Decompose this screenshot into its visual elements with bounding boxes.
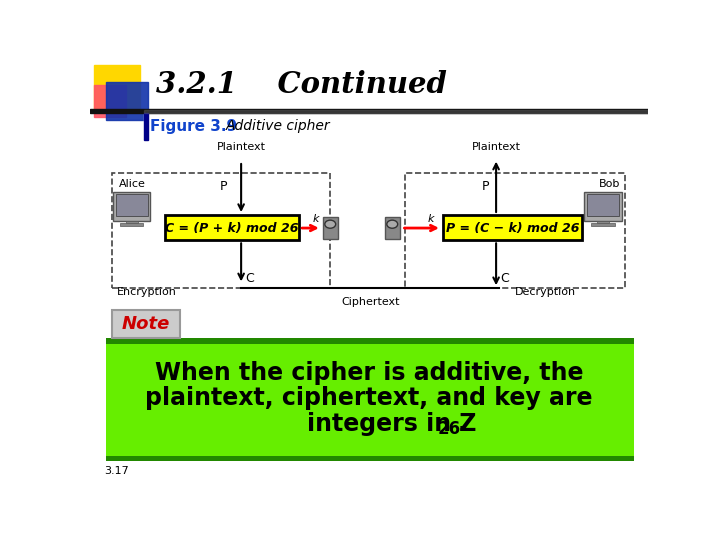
Bar [106, 338, 634, 343]
Text: P: P [482, 180, 489, 193]
Text: Note: Note [122, 315, 170, 333]
Text: Encryption: Encryption [117, 287, 177, 296]
Bar [120, 224, 143, 226]
Bar [94, 65, 140, 111]
Text: 3.17: 3.17 [104, 467, 129, 476]
Text: 3.2.1    Continued: 3.2.1 Continued [156, 70, 446, 99]
Text: Plaintext: Plaintext [217, 142, 266, 152]
Bar [591, 224, 615, 226]
Bar [116, 194, 148, 215]
Text: Additive cipher: Additive cipher [225, 119, 330, 133]
Bar [405, 173, 625, 288]
Circle shape [325, 220, 336, 228]
Bar [106, 82, 148, 120]
Bar [106, 456, 634, 461]
Bar [106, 343, 634, 456]
Text: Decryption: Decryption [515, 287, 576, 296]
Text: C = (P + k) mod 26: C = (P + k) mod 26 [165, 221, 299, 234]
Text: Bob: Bob [598, 179, 620, 189]
Bar [144, 110, 648, 112]
Bar [112, 309, 180, 338]
Text: k: k [428, 214, 434, 224]
Bar [384, 217, 400, 239]
Text: k: k [313, 214, 320, 224]
Text: plaintext, ciphertext, and key are: plaintext, ciphertext, and key are [145, 386, 593, 410]
Bar [597, 221, 609, 224]
Bar [585, 192, 621, 221]
Text: C: C [245, 272, 253, 285]
Text: P = (C − k) mod 26: P = (C − k) mod 26 [446, 221, 579, 234]
Bar [126, 221, 138, 224]
Bar [112, 173, 330, 288]
Text: Alice: Alice [120, 179, 146, 189]
Bar [94, 85, 127, 117]
Bar [165, 215, 300, 240]
Text: P: P [220, 180, 227, 193]
Bar [443, 215, 582, 240]
Bar [323, 217, 338, 239]
Text: .: . [458, 413, 467, 436]
Text: When the cipher is additive, the: When the cipher is additive, the [155, 361, 583, 385]
Bar [144, 112, 648, 140]
Text: Figure 3.9: Figure 3.9 [150, 119, 238, 134]
Text: C: C [500, 272, 509, 285]
Bar [587, 194, 619, 215]
Bar [90, 110, 648, 112]
Text: integers in Z: integers in Z [307, 413, 477, 436]
Bar [113, 192, 150, 221]
Bar [144, 112, 148, 140]
Text: 26: 26 [438, 420, 461, 438]
Text: Ciphertext: Ciphertext [341, 298, 400, 307]
Text: Plaintext: Plaintext [472, 142, 521, 152]
Circle shape [387, 220, 397, 228]
